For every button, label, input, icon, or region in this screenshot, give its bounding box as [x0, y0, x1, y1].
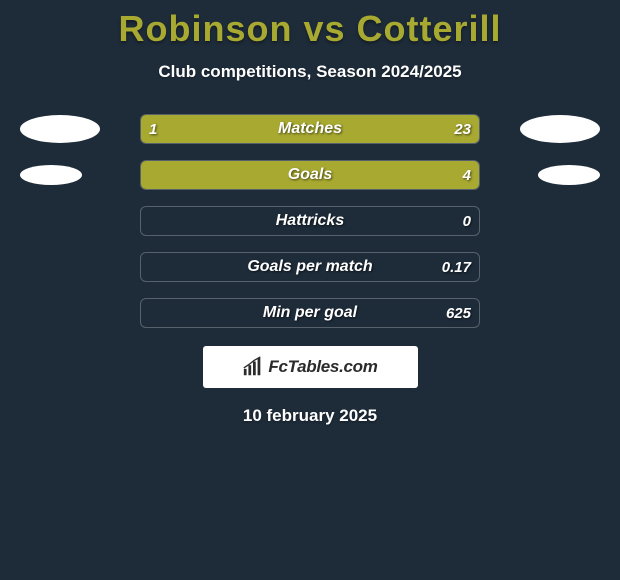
player-b-avatar	[538, 165, 600, 185]
stat-label: Goals per match	[141, 253, 479, 281]
stat-value-right: 625	[446, 299, 471, 327]
stat-bar: Goals per match0.17	[140, 252, 480, 282]
stat-label: Hattricks	[141, 207, 479, 235]
brand-text: FcTables.com	[268, 357, 377, 377]
player-a-name: Robinson	[118, 8, 292, 49]
comparison-title: Robinson vs Cotterill	[0, 0, 620, 50]
stat-bar: Min per goal625	[140, 298, 480, 328]
stat-value-right: 0	[463, 207, 471, 235]
stat-bar: Goals4	[140, 160, 480, 190]
stat-bar: Hattricks0	[140, 206, 480, 236]
player-b-name: Cotterill	[357, 8, 502, 49]
stat-value-right: 0.17	[442, 253, 471, 281]
date-label: 10 february 2025	[0, 406, 620, 426]
stat-label: Min per goal	[141, 299, 479, 327]
stat-bar-right-fill	[155, 115, 479, 143]
vs-separator: vs	[292, 8, 356, 49]
stat-bar-left-fill	[141, 115, 155, 143]
subtitle: Club competitions, Season 2024/2025	[0, 62, 620, 82]
brand-badge: FcTables.com	[203, 346, 418, 388]
stat-row: Hattricks0	[0, 206, 620, 236]
stat-rows: Matches123 Goals4 Hattricks0 Goals per matc…	[0, 114, 620, 328]
stat-bar-right-fill	[141, 161, 479, 189]
player-a-avatar	[20, 165, 82, 185]
stat-row: Goals4	[0, 160, 620, 190]
brand-chart-icon	[242, 356, 264, 378]
player-a-avatar	[20, 115, 100, 143]
stat-row: Min per goal625	[0, 298, 620, 328]
stat-row: Goals per match0.17	[0, 252, 620, 282]
stat-bar: Matches123	[140, 114, 480, 144]
stat-row: Matches123	[0, 114, 620, 144]
player-b-avatar	[520, 115, 600, 143]
